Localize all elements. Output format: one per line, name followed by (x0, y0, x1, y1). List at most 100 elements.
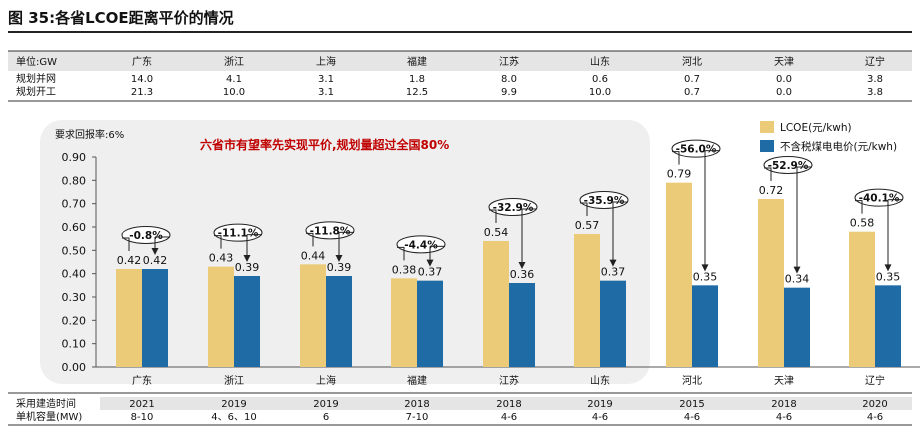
data-label-lcoe: 0.72 (759, 184, 784, 197)
data-label-lcoe: 0.42 (117, 254, 142, 267)
bar-lcoe (666, 182, 692, 367)
bottom-table-cell: 4-6 (501, 412, 517, 423)
legend-label-coal: 不含税煤电电价(元/kwh) (780, 140, 897, 153)
y-tick-label: 0.50 (62, 244, 87, 257)
top-table-cell: 14.0 (131, 74, 153, 85)
x-tick-label: 上海 (316, 374, 336, 387)
bottom-table-cell: 2019 (587, 399, 612, 410)
data-label-lcoe: 0.79 (667, 168, 692, 181)
bar-coal-price (142, 269, 168, 367)
y-tick-label: 0.20 (62, 314, 87, 327)
bottom-table-cell: 4-6 (592, 412, 608, 423)
top-table-cell: 10.0 (589, 87, 611, 98)
bar-lcoe (574, 234, 600, 367)
bar-lcoe (300, 264, 326, 367)
notes: 要求回报率:6% 六省市有望率先实现平价,规划量超过全国80% (55, 128, 449, 152)
bar-coal-price (234, 276, 260, 367)
x-tick-label: 广东 (132, 374, 152, 387)
legend: LCOE(元/kwh) 不含税煤电电价(元/kwh) (760, 121, 897, 153)
bottom-table-cell: 7-10 (406, 412, 429, 423)
top-table-cell: 0.7 (684, 87, 700, 98)
data-label-coal: 0.34 (785, 273, 810, 286)
bar-lcoe (849, 231, 875, 367)
bottom-table-cell: 2018 (404, 399, 429, 410)
gap-connector (855, 200, 863, 214)
top-table-cell: 1.8 (409, 74, 425, 85)
gap-label: -35.9% (584, 195, 625, 207)
x-tick-label: 福建 (407, 374, 427, 387)
x-axis-categories: 广东 浙江 上海 福建 江苏 山东 河北 天津 辽宁 (132, 374, 885, 387)
gap-arrowhead (243, 255, 251, 262)
y-tick-label: 0.60 (62, 221, 87, 234)
gap-ellipse (854, 188, 904, 207)
bar-coal-price (784, 287, 810, 367)
gap-arrowhead (151, 248, 159, 255)
top-table-cell: 0.6 (592, 74, 608, 85)
top-table-header: 山东 (590, 55, 610, 68)
y-tick-label: 0.70 (62, 198, 87, 211)
gap-arrowhead (518, 262, 526, 269)
data-label-coal: 0.37 (601, 266, 626, 279)
bottom-table-cell: 2015 (679, 399, 704, 410)
top-table-unit: 单位:GW (16, 55, 57, 68)
bottom-table-cell: 4-6 (684, 412, 700, 423)
data-label-lcoe: 0.57 (575, 219, 600, 232)
gap-label: -52.9% (768, 160, 809, 172)
gap-ellipse (671, 139, 721, 158)
gap-label: -32.9% (493, 202, 534, 214)
gap-connector (122, 237, 130, 251)
bottom-table-row-label: 单机容量(MW) (16, 410, 82, 423)
top-table-header: 浙江 (224, 56, 244, 68)
legend-swatch-coal (760, 140, 774, 152)
top-table-row-label: 规划开工 (16, 85, 56, 98)
bar-coal-price (875, 285, 901, 367)
y-tick-label: 0.00 (62, 361, 87, 374)
top-table-header: 广东 (132, 55, 152, 68)
gap-ellipse (488, 198, 538, 216)
gap-arrowhead (335, 255, 343, 262)
bottom-table-cell: 4-6 (776, 412, 792, 423)
gap-connector (489, 209, 497, 223)
data-label-lcoe: 0.43 (209, 252, 234, 265)
bar-lcoe (208, 266, 234, 367)
bar-lcoe (483, 241, 509, 367)
bottom-table-cell: 2020 (862, 399, 887, 410)
top-table-row-label: 规划并网 (16, 72, 56, 85)
gap-arrowhead (793, 266, 801, 274)
top-table-header-band (8, 51, 912, 71)
y-tick-label: 0.80 (62, 174, 87, 187)
gap-connector (214, 235, 222, 249)
data-label-coal: 0.36 (510, 268, 535, 281)
bottom-table-cell: 2018 (496, 399, 521, 410)
bar-coal-price (600, 280, 626, 367)
bottom-table-band (100, 397, 912, 410)
bottom-table-cell: 8-10 (131, 412, 154, 423)
top-table-cell: 0.0 (776, 74, 792, 85)
top-table-header: 江苏 (499, 55, 519, 68)
top-table-cell: 9.9 (501, 87, 517, 98)
data-label-coal: 0.37 (418, 266, 443, 279)
gap-ellipse (213, 223, 263, 242)
bottom-table-cell: 6 (323, 412, 329, 423)
y-tick-label: 0.90 (62, 151, 87, 164)
bottom-table-cell: 4-6 (867, 412, 883, 423)
data-label-coal: 0.39 (235, 261, 260, 274)
x-tick-label: 河北 (682, 375, 702, 387)
gap-label: -56.0% (676, 144, 717, 156)
data-label-lcoe: 0.54 (484, 226, 509, 239)
gap-arrowhead (884, 264, 892, 272)
top-table-cell: 0.7 (684, 74, 700, 85)
top-table-header: 福建 (407, 55, 427, 68)
top-table-cell: 8.0 (501, 74, 517, 85)
top-table-header: 河北 (682, 56, 702, 68)
gap-label: -11.8% (310, 225, 351, 237)
x-tick-label: 山东 (590, 374, 610, 387)
top-table-cell: 12.5 (406, 87, 428, 98)
y-tick-label: 0.10 (62, 338, 87, 351)
top-table-cell: 21.3 (131, 87, 153, 98)
bar-lcoe (758, 199, 784, 367)
gap-label: -4.4% (404, 239, 438, 251)
bottom-table-cell: 2019 (313, 399, 338, 410)
gap-ellipse (763, 156, 813, 174)
